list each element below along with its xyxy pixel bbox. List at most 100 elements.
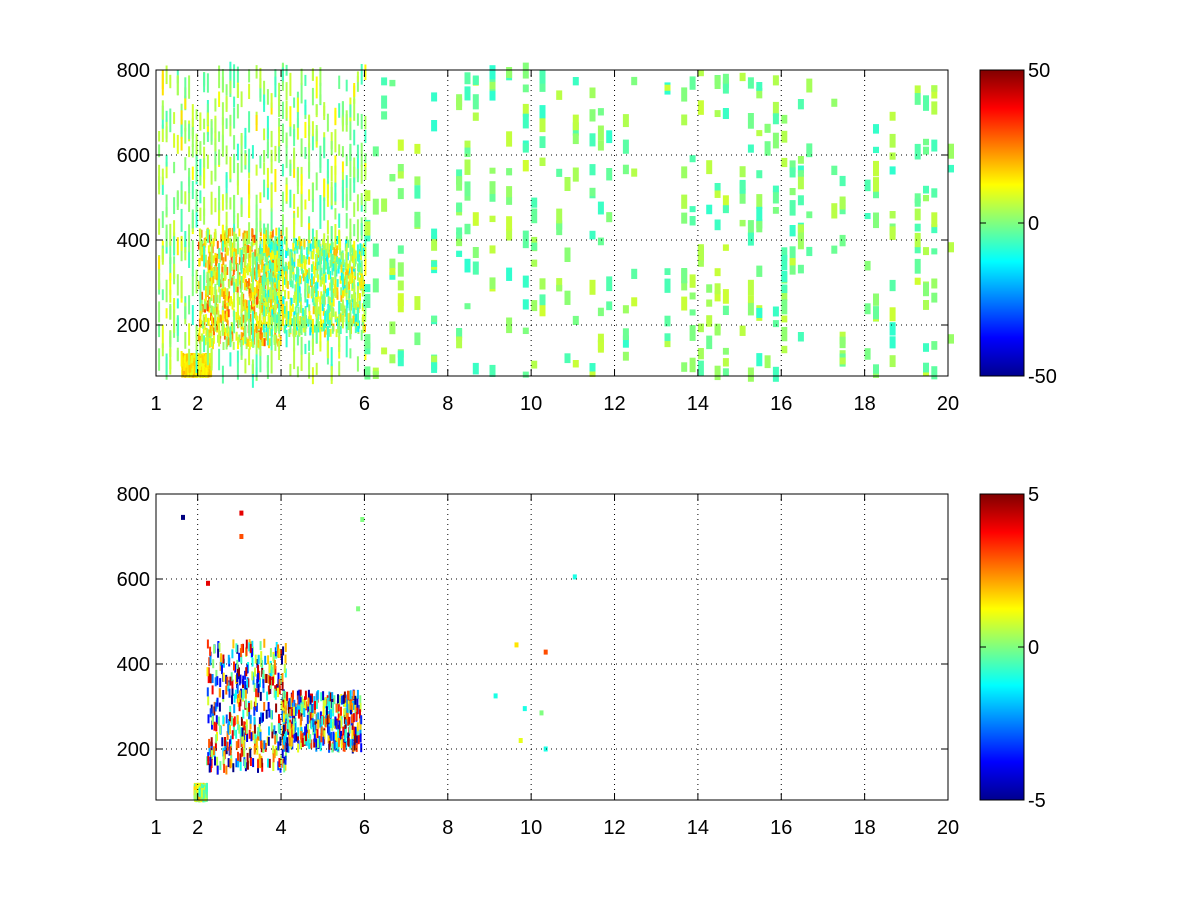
heatmap-cell [307,285,310,294]
y-tick-label: 800 [117,484,150,506]
heatmap-cell [456,237,463,247]
heatmap-cell [346,252,349,261]
heatmap-cell [237,721,240,731]
heatmap-cell [249,748,252,758]
heatmap-cell [240,294,243,314]
heatmap-cell [291,729,294,739]
heatmap-cell [356,323,359,332]
heatmap-cell [263,231,266,254]
heatmap-cell [246,760,249,770]
heatmap-cell [923,146,929,155]
heatmap-cell [722,305,729,316]
heatmap-cell [199,310,202,325]
heatmap-cell [259,67,262,89]
heatmap-cell [772,185,779,193]
heatmap-cell [278,280,281,299]
heatmap-cell [332,298,335,307]
heatmap-cell [158,301,161,323]
heatmap-cell [364,129,367,144]
y-tick-label: 600 [117,569,150,591]
heatmap-cell [184,231,187,248]
heatmap-cell [831,245,838,254]
heatmap-cell [372,198,379,215]
heatmap-cell [216,676,219,686]
heatmap-cell [233,64,236,89]
heatmap-cell [250,242,253,251]
heatmap-cell [789,246,796,263]
heatmap-cell [251,648,253,658]
heatmap-cell [231,679,234,689]
heatmap-cell [331,253,334,262]
heatmap-cell [266,167,269,188]
heatmap-cell [280,241,283,249]
heatmap-cell [349,348,352,359]
heatmap-cell [358,258,361,267]
heatmap-cell [224,296,227,305]
heatmap-cell [209,234,212,243]
heatmap-cell [330,719,333,728]
heatmap-cell [198,787,201,797]
heatmap-cell [506,67,513,78]
heatmap-cell [301,738,304,747]
heatmap-cell [269,294,272,303]
heatmap-cell [622,335,629,348]
heatmap-cell [302,273,305,282]
heatmap-cell [270,149,273,162]
heatmap-cell [296,206,299,218]
heatmap-cell [689,216,696,226]
heatmap-cell [756,87,763,99]
axes-frame-bottom [155,493,949,801]
heatmap-cell [319,328,322,348]
heatmap-cell [276,243,279,252]
heatmap-cell [289,697,292,707]
heatmap-cell [209,269,212,278]
heatmap-cell [307,704,310,714]
heatmap-cell [281,67,284,81]
heatmap-cell [414,143,421,154]
heatmap-cell [169,257,172,281]
heatmap-cell [267,655,270,665]
heatmap-cell [354,695,357,705]
heatmap-cell [161,248,164,265]
heatmap-cell [197,364,199,373]
heatmap-cell [244,689,247,699]
heatmap-cell [206,112,209,126]
heatmap-cell [345,719,348,729]
heatmap-cell [359,702,362,712]
heatmap-cell [258,717,261,727]
heatmap-cell [353,157,356,179]
heatmap-cell [264,227,267,236]
heatmap-cell [539,105,546,120]
heatmap-cell [714,190,721,198]
heatmap-cell [248,319,251,336]
heatmap-cell [233,310,236,334]
heatmap-cell [228,688,231,698]
heatmap-cell [313,276,315,285]
heatmap-cell [208,287,211,295]
heatmap-cell [322,238,325,247]
heatmap-cell [243,747,246,757]
heatmap-cell [756,221,763,233]
heatmap-cell [240,91,243,108]
heatmap-cell [180,351,183,367]
heatmap-cell [300,349,303,371]
heatmap-cell [664,315,671,327]
heatmap-cell [747,367,754,382]
heatmap-cell [268,272,271,281]
heatmap-cell [208,251,211,260]
heatmap-cell [213,706,216,716]
heatmap-cell [274,283,277,292]
heatmap-cell [277,672,280,682]
heatmap-cell [161,289,164,301]
heatmap-cell [257,264,260,273]
heatmap-cell [245,684,248,694]
heatmap-cell [308,256,311,265]
heatmap-cell [522,84,529,93]
heatmap-cell [831,165,838,176]
heatmap-cell [313,324,316,333]
heatmap-cell [714,283,721,295]
heatmap-cell [597,108,604,116]
heatmap-cell [689,76,696,90]
heatmap-cell [253,724,256,734]
